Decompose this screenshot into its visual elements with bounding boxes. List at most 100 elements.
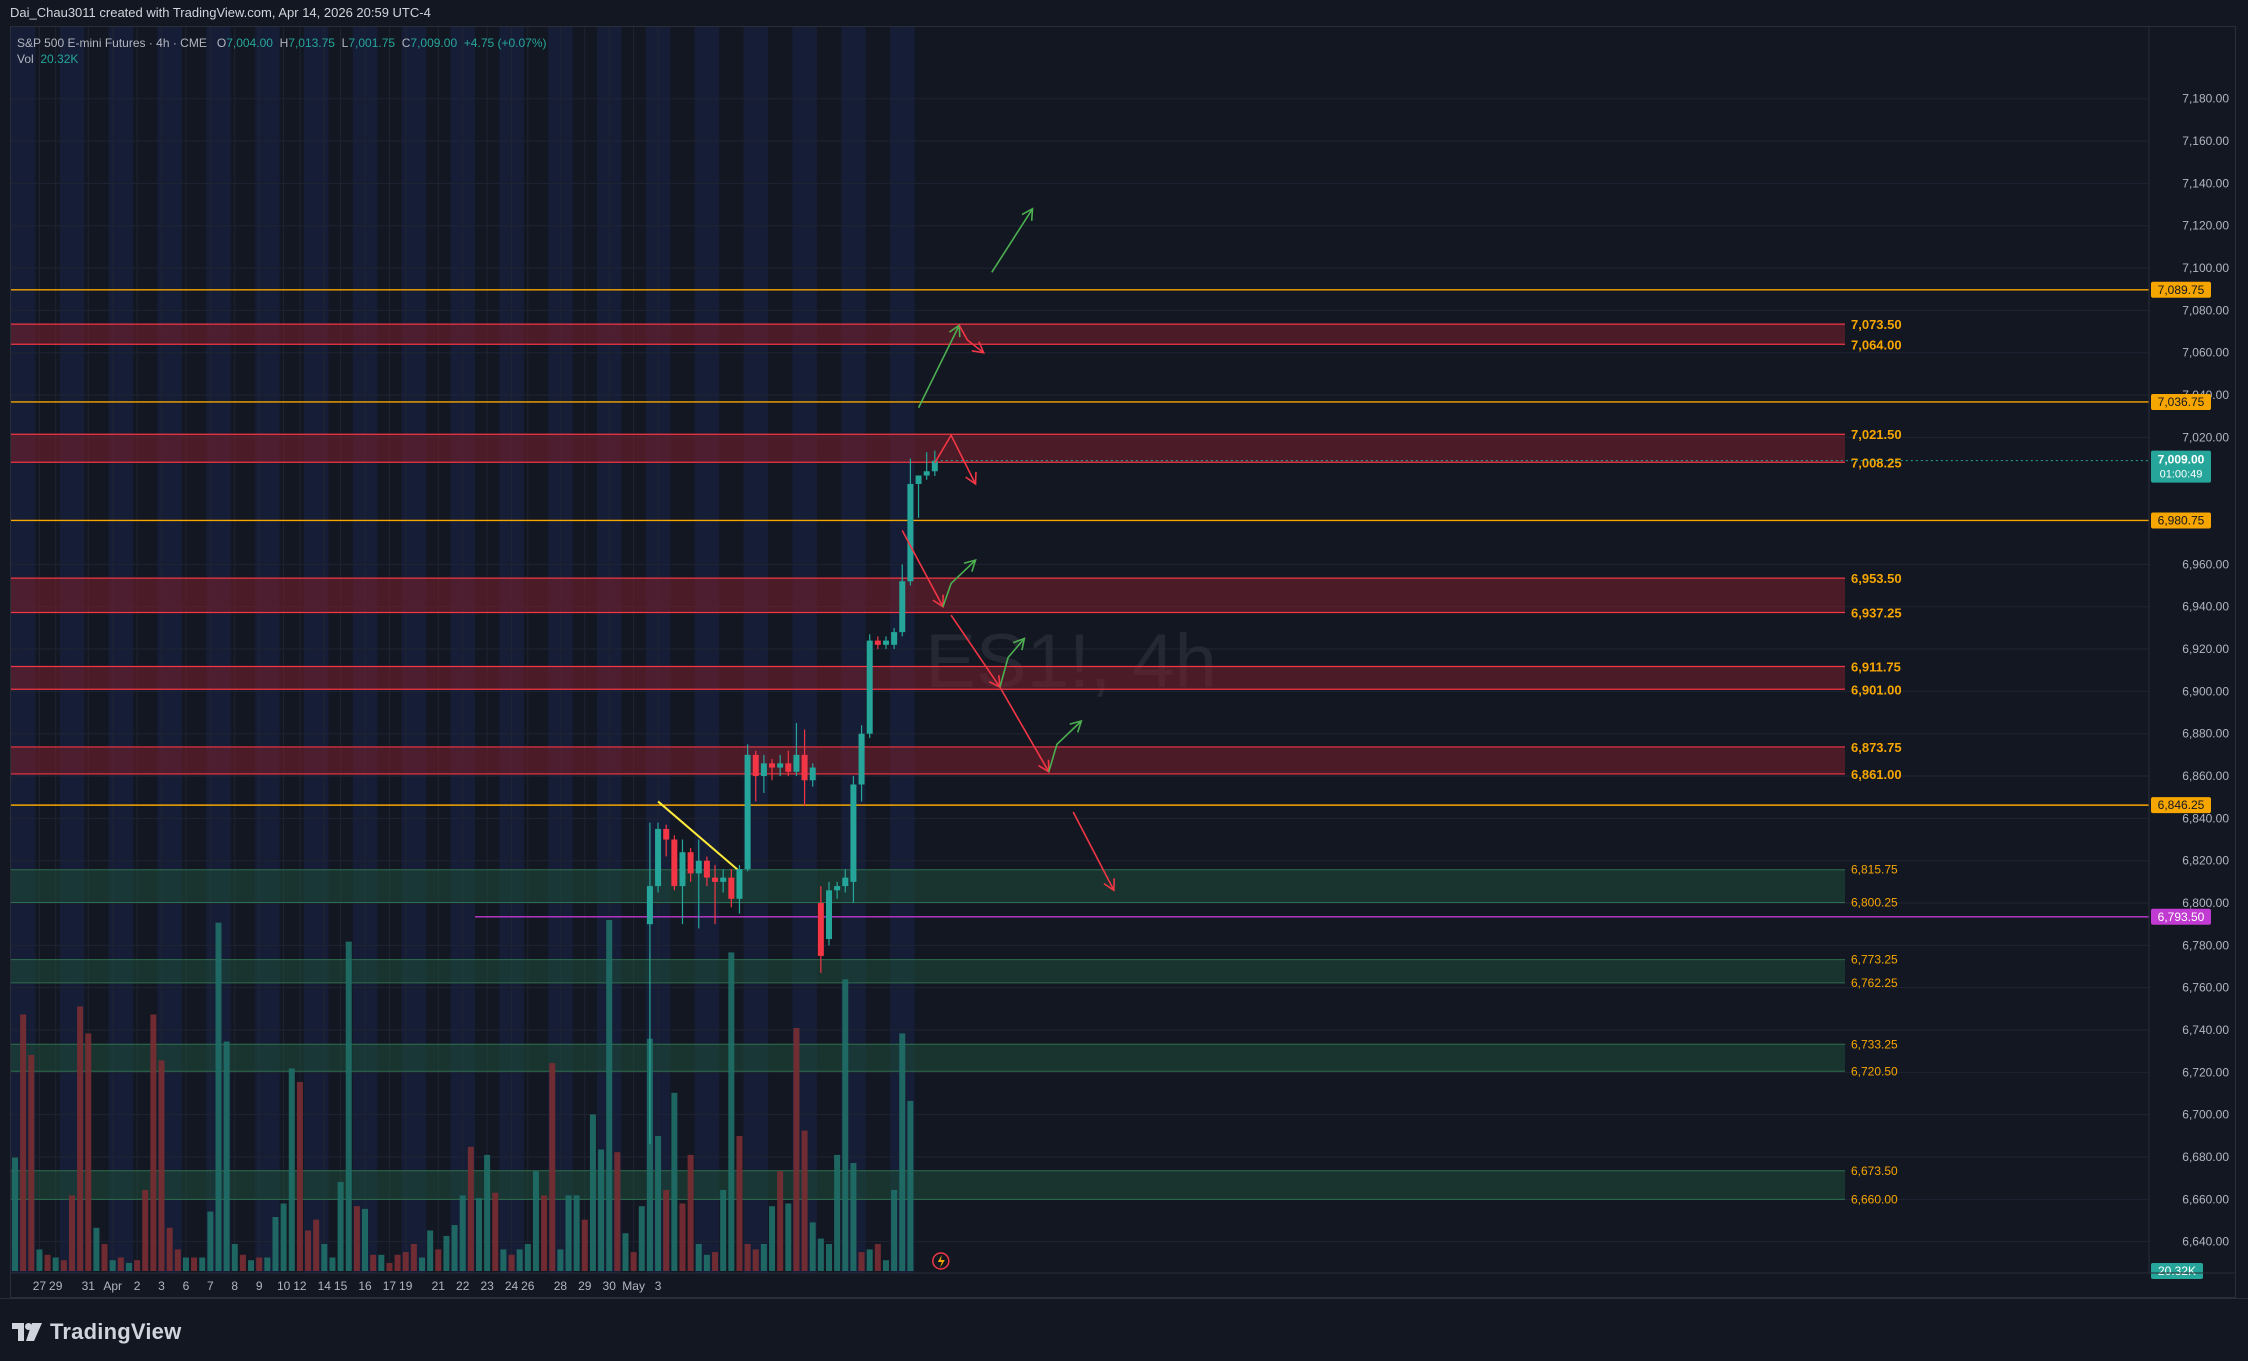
volume-bar xyxy=(475,1198,482,1271)
session-band xyxy=(751,27,760,1273)
volume-bar xyxy=(142,1190,149,1271)
candle-body xyxy=(834,886,841,891)
candle xyxy=(874,636,881,650)
price-level-tag-bg xyxy=(2151,512,2211,529)
volume-tag: 20.32K xyxy=(2151,1263,2203,1279)
projection-arrow-path xyxy=(901,530,944,608)
projection-arrow-path xyxy=(950,614,1001,688)
time-axis-tick-label: 7 xyxy=(207,1279,214,1293)
time-axis-tick-label: 23 xyxy=(480,1279,494,1293)
support-zone-bottom-label: 6,762.25 xyxy=(1851,976,1898,990)
session-band xyxy=(450,27,459,1273)
volume-bar xyxy=(451,1225,458,1271)
replay-icon-circle xyxy=(932,1252,950,1270)
session-band xyxy=(857,27,866,1273)
time-axis-tick-label: 15 xyxy=(334,1279,348,1293)
candle-body xyxy=(679,852,686,887)
volume-bar xyxy=(256,1257,263,1271)
price-axis-tick-label: 6,960.00 xyxy=(2182,557,2229,571)
volume-bar xyxy=(101,1244,108,1271)
projection-arrow-head xyxy=(965,471,977,486)
candle-body xyxy=(866,640,873,734)
price-level-tag-bg xyxy=(2151,281,2211,298)
volume-bar xyxy=(785,1203,792,1271)
candle xyxy=(899,564,906,637)
volume-bar xyxy=(720,1190,727,1271)
projection-arrow-path xyxy=(942,559,977,607)
support-zone: 6,733.25 6,720.50 xyxy=(11,1037,1898,1078)
session-band xyxy=(369,27,378,1273)
legend-close-label: C xyxy=(401,36,411,50)
candle-body xyxy=(793,754,800,772)
volume-bar xyxy=(777,1171,784,1271)
candle-body xyxy=(703,860,710,878)
volume-bar xyxy=(866,1249,873,1271)
time-axis-tick-label: 28 xyxy=(554,1279,568,1293)
volume-bar xyxy=(410,1244,417,1271)
candle-body xyxy=(671,839,678,887)
time-axis-tick-label: 29 xyxy=(578,1279,592,1293)
volume-bar xyxy=(809,1222,816,1271)
price-axis-tick-label: 6,920.00 xyxy=(2182,642,2229,656)
volume-bar xyxy=(20,1014,27,1271)
price-axis-tick-label: 7,100.00 xyxy=(2182,261,2229,275)
volume-bar xyxy=(712,1252,719,1271)
volume-bar xyxy=(288,1068,295,1271)
candle-body xyxy=(858,733,865,785)
candle xyxy=(663,824,670,857)
volume-tag-bg xyxy=(2151,1263,2203,1279)
session-band xyxy=(116,27,125,1273)
time-axis-tick-label: 19 xyxy=(399,1279,413,1293)
time-axis-tick-label: 22 xyxy=(456,1279,470,1293)
chart-pane[interactable]: ES1!, 4h 7,073.50 7,064.00 7,021.50 7,008.25… xyxy=(10,26,2236,1298)
volume-bar xyxy=(907,1100,914,1271)
volume-bar xyxy=(891,1190,898,1271)
price-axis-tick-label: 7,080.00 xyxy=(2182,303,2229,317)
price-axis-tick-label: 6,680.00 xyxy=(2182,1150,2229,1164)
price-level-tag-bg xyxy=(2151,908,2211,925)
price-axis-tick-label: 6,660.00 xyxy=(2182,1192,2229,1206)
time-axis-tick-label: 30 xyxy=(603,1279,617,1293)
volume-bar xyxy=(769,1206,776,1271)
resistance-zone-fill xyxy=(11,666,1845,690)
volume-bar xyxy=(402,1252,409,1271)
replay-lightning-icon[interactable] xyxy=(932,1252,950,1270)
resistance-zone: 7,021.50 7,008.25 xyxy=(11,427,1902,470)
candle-body xyxy=(874,640,881,645)
volume-bar xyxy=(565,1195,572,1271)
session-band xyxy=(222,27,231,1273)
support-zone-bottom-label: 6,660.00 xyxy=(1851,1192,1898,1206)
session-band xyxy=(694,27,703,1273)
price-axis-tick-label: 6,720.00 xyxy=(2182,1065,2229,1079)
session-band xyxy=(11,27,20,1273)
projection-arrow-head xyxy=(963,558,977,572)
session-band xyxy=(613,27,622,1273)
projection-arrow-path xyxy=(1072,811,1115,891)
candle-body xyxy=(744,754,751,870)
price-chart[interactable]: ES1!, 4h 7,073.50 7,064.00 7,021.50 7,008.25… xyxy=(11,27,2236,1298)
volume-bar xyxy=(606,920,613,1271)
volume-bar xyxy=(622,1233,629,1271)
candle xyxy=(720,869,727,893)
volume-bar xyxy=(345,941,352,1271)
volume-bar xyxy=(655,1136,662,1271)
volume-bar xyxy=(581,1219,588,1271)
candle-body xyxy=(712,877,719,882)
volume-bar xyxy=(248,1260,255,1271)
session-band xyxy=(27,27,36,1273)
candle xyxy=(834,881,841,899)
time-axis-tick-label: 3 xyxy=(655,1279,662,1293)
session-band xyxy=(645,27,655,1273)
projection-arrow-down xyxy=(934,433,977,486)
tradingview-logo[interactable]: TradingView xyxy=(12,1319,181,1345)
support-zone: 6,673.50 6,660.00 xyxy=(11,1164,1898,1206)
volume-bar xyxy=(272,1217,279,1271)
time-axis-tick-label: 16 xyxy=(358,1279,372,1293)
price-level-tag-label: 7,036.75 xyxy=(2158,395,2205,409)
volume-bar xyxy=(36,1249,43,1271)
support-zone-fill xyxy=(11,869,1845,903)
candle xyxy=(858,725,865,802)
price-axis-tick-label: 6,780.00 xyxy=(2182,938,2229,952)
legend-high-value: 7,013.75 xyxy=(288,36,335,50)
legend-change: +4.75 (+0.07%) xyxy=(463,36,547,50)
